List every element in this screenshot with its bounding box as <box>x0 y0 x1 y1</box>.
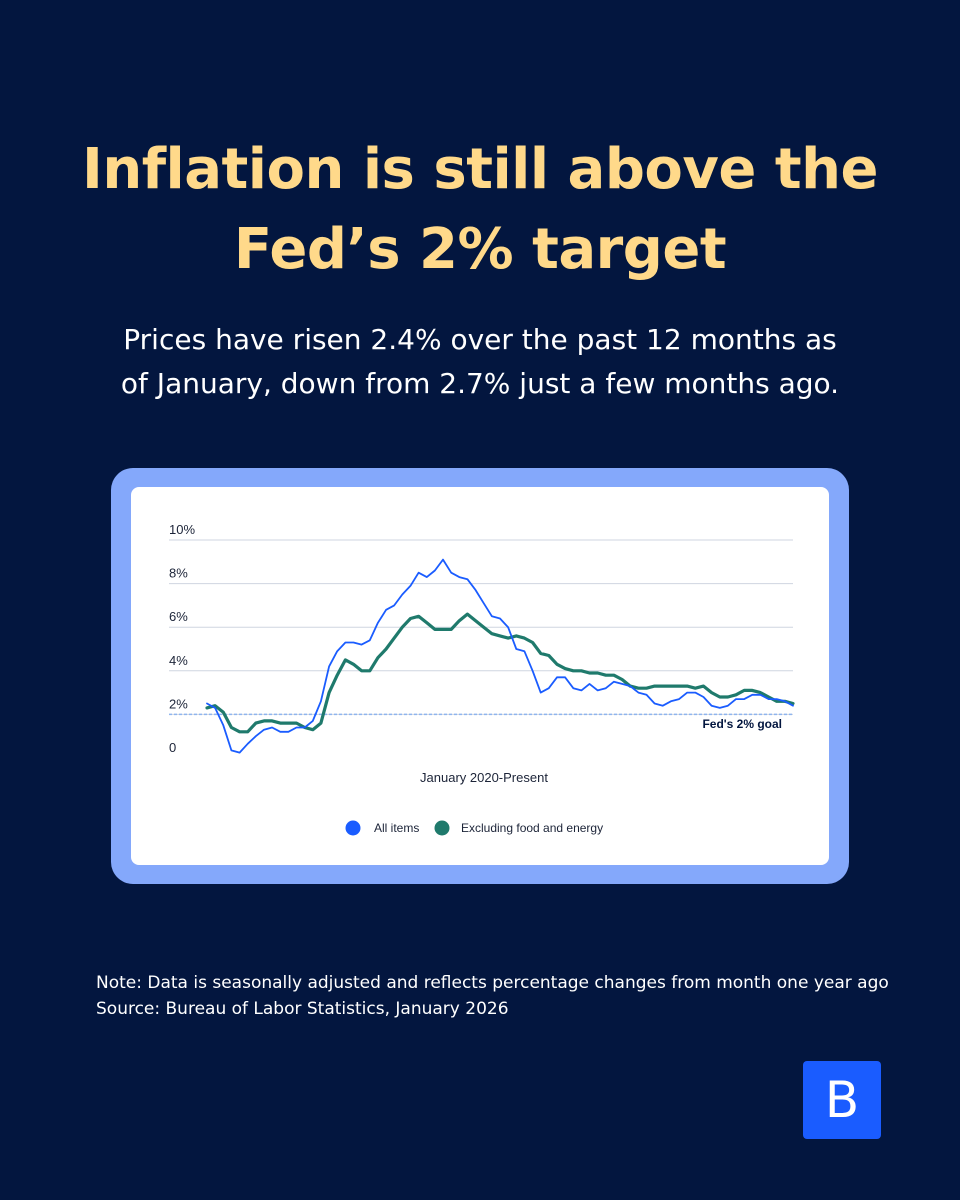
y-tick-label: 2% <box>169 696 188 711</box>
chart-frame: 0 2% 4% 6% 8% 10% Fed's 2% goal January 2020-… <box>111 468 849 884</box>
footnote: Note: Data is seasonally adjusted and re… <box>96 970 916 1022</box>
brand-logo: B <box>803 1061 881 1139</box>
reference-line-label: Fed's 2% goal <box>702 717 782 731</box>
chart-legend: All items Excluding food and energy <box>345 820 603 836</box>
legend-label-all-items: All items <box>374 821 419 835</box>
footnote-note: Note: Data is seasonally adjusted and re… <box>96 973 889 993</box>
y-axis-tick-labels: 0 2% 4% 6% 8% 10% <box>169 522 195 755</box>
y-tick-label: 0 <box>169 740 176 755</box>
subheadline-line-2: of January, down from 2.7% just a few mo… <box>120 367 840 400</box>
y-tick-label: 8% <box>169 566 188 581</box>
y-tick-label: 10% <box>169 522 195 537</box>
y-tick-label: 6% <box>169 609 188 624</box>
subheadline: Prices have risen 2.4% over the past 12 … <box>60 318 900 406</box>
inflation-line-chart: 0 2% 4% 6% 8% 10% Fed's 2% goal January 2020-… <box>169 522 795 836</box>
chart-card: 0 2% 4% 6% 8% 10% Fed's 2% goal January 2020-… <box>131 487 829 865</box>
legend-marker-all-items <box>345 820 361 836</box>
footnote-source: Source: Bureau of Labor Statistics, Janu… <box>96 999 509 1019</box>
x-axis-label: January 2020-Present <box>420 770 548 785</box>
subheadline-line-1: Prices have risen 2.4% over the past 12 … <box>123 323 837 356</box>
y-tick-label: 4% <box>169 653 188 668</box>
headline: Inflation is still above the Fed’s 2% ta… <box>0 130 960 290</box>
headline-line-2: Fed’s 2% target <box>233 217 727 282</box>
headline-line-1: Inflation is still above the <box>81 137 879 202</box>
legend-label-core: Excluding food and energy <box>461 821 603 835</box>
legend-marker-core <box>434 820 450 836</box>
chart-series <box>205 558 795 754</box>
series-line-all-items <box>206 558 794 754</box>
